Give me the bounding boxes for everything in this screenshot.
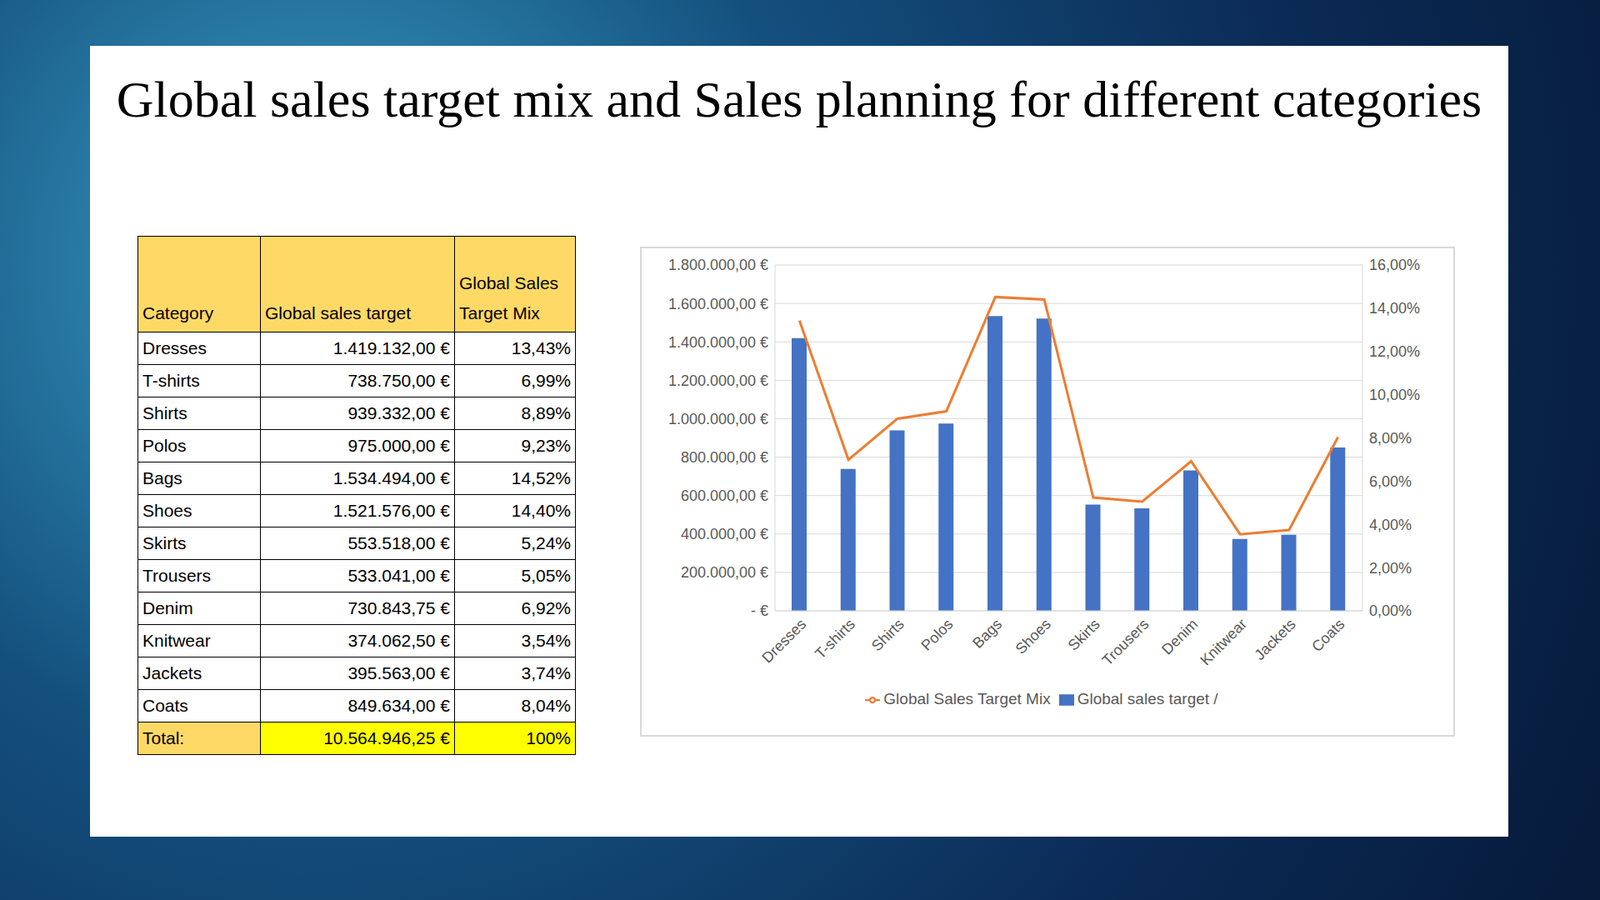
svg-text:T-shirts: T-shirts xyxy=(811,615,859,663)
html-text:13,43%: 13,43% xyxy=(511,338,571,358)
html-text:1.521.576,00 €: 1.521.576,00 € xyxy=(333,500,450,520)
svg-text:Bags: Bags xyxy=(969,615,1005,652)
html-text:14,52%: 14,52% xyxy=(511,468,571,488)
html-text:975.000,00 €: 975.000,00 € xyxy=(347,435,450,455)
svg-text:14,00%: 14,00% xyxy=(1369,300,1420,317)
svg-text:0,00%: 0,00% xyxy=(1369,602,1412,620)
html-text:Coats: Coats xyxy=(142,695,189,715)
html-text:Global sales target /: Global sales target / xyxy=(1077,690,1218,708)
html-text:849.634,00 €: 849.634,00 € xyxy=(347,695,450,715)
html-text:553.518,00 €: 553.518,00 € xyxy=(347,533,450,553)
svg-text:1.800.000,00 €: 1.800.000,00 € xyxy=(668,256,769,274)
svg-text:8,00%: 8,00% xyxy=(1369,430,1412,447)
html-text:Total:: Total: xyxy=(142,728,185,748)
html-text:395.563,00 €: 395.563,00 € xyxy=(347,663,450,683)
svg-text:6,00%: 6,00% xyxy=(1369,473,1412,490)
svg-text:Denim: Denim xyxy=(1158,615,1201,659)
html-text:738.750,00 €: 738.750,00 € xyxy=(347,370,450,390)
html-text:374.062,50 €: 374.062,50 € xyxy=(347,630,450,650)
svg-text:1.400.000,00 €: 1.400.000,00 € xyxy=(668,334,769,351)
svg-text:Polos: Polos xyxy=(918,615,957,655)
html-text:Skirts: Skirts xyxy=(142,533,187,553)
html-text:533.041,00 €: 533.041,00 € xyxy=(347,565,450,585)
html-text:Dresses: Dresses xyxy=(142,338,207,358)
html-text:Category: Category xyxy=(142,303,214,323)
svg-text:4,00%: 4,00% xyxy=(1369,516,1412,534)
svg-text:- €: - € xyxy=(750,602,769,620)
svg-text:Dresses: Dresses xyxy=(758,615,810,667)
svg-text:600.000,00 €: 600.000,00 € xyxy=(680,487,769,505)
html-text:14,40%: 14,40% xyxy=(511,500,571,520)
html-text:8,04%: 8,04% xyxy=(521,695,571,715)
svg-text:Skirts: Skirts xyxy=(1065,615,1104,655)
svg-text:1.000.000,00 €: 1.000.000,00 € xyxy=(668,410,769,428)
html-text:T-shirts: T-shirts xyxy=(142,370,200,390)
html-text:Denim: Denim xyxy=(142,598,194,618)
html-text:9,23%: 9,23% xyxy=(521,435,571,455)
html-text:939.332,00 €: 939.332,00 € xyxy=(347,403,450,423)
svg-text:Trousers: Trousers xyxy=(1099,615,1153,670)
html-text:Global Sales Target Mix: Global Sales Target Mix xyxy=(459,273,559,323)
svg-text:10,00%: 10,00% xyxy=(1369,386,1420,404)
html-text:3,54%: 3,54% xyxy=(521,630,571,650)
html-text:Knitwear: Knitwear xyxy=(142,630,211,650)
html-text:730.843,75 €: 730.843,75 € xyxy=(347,598,450,618)
svg-text:200.000,00 €: 200.000,00 € xyxy=(680,564,769,581)
html-text:Global Sales Target Mix: Global Sales Target Mix xyxy=(883,690,1051,708)
html-text:10.564.946,25 €: 10.564.946,25 € xyxy=(323,728,450,748)
svg-text:2,00%: 2,00% xyxy=(1369,560,1412,577)
svg-text:12,00%: 12,00% xyxy=(1369,343,1420,360)
html-text:5,24%: 5,24% xyxy=(521,533,571,553)
html-text:6,99%: 6,99% xyxy=(521,370,571,390)
svg-text:Knitwear: Knitwear xyxy=(1196,615,1250,670)
html-text:Global sales target: Global sales target xyxy=(265,303,411,323)
svg-text:16,00%: 16,00% xyxy=(1369,256,1420,274)
html-text:1.419.132,00 €: 1.419.132,00 € xyxy=(333,338,450,358)
html-text:Bags: Bags xyxy=(142,468,183,488)
svg-text:Shoes: Shoes xyxy=(1012,615,1055,658)
html-text:6,92%: 6,92% xyxy=(521,598,571,618)
svg-text:400.000,00 €: 400.000,00 € xyxy=(680,525,769,543)
svg-text:1.200.000,00 €: 1.200.000,00 € xyxy=(668,372,769,390)
html-text:8,89%: 8,89% xyxy=(521,403,571,423)
html-text:Polos: Polos xyxy=(142,435,187,455)
svg-text:1.600.000,00 €: 1.600.000,00 € xyxy=(668,295,769,313)
html-text:Shirts: Shirts xyxy=(142,403,188,423)
html-text:Jackets: Jackets xyxy=(142,663,202,683)
svg-text:Shirts: Shirts xyxy=(868,615,908,655)
html-text:3,74%: 3,74% xyxy=(521,663,571,683)
html-text:100%: 100% xyxy=(526,728,571,748)
svg-text:Coats: Coats xyxy=(1308,615,1348,655)
svg-text:800.000,00 €: 800.000,00 € xyxy=(680,449,769,466)
svg-text:Jackets: Jackets xyxy=(1250,615,1299,664)
html-text:Global sales target mix and Sa: Global sales target mix and Sales planni… xyxy=(116,70,1482,128)
html-text:5,05%: 5,05% xyxy=(521,565,571,585)
html-text:Shoes: Shoes xyxy=(142,500,193,520)
html-text:Trousers: Trousers xyxy=(142,565,211,585)
html-text:1.534.494,00 €: 1.534.494,00 € xyxy=(333,468,450,488)
